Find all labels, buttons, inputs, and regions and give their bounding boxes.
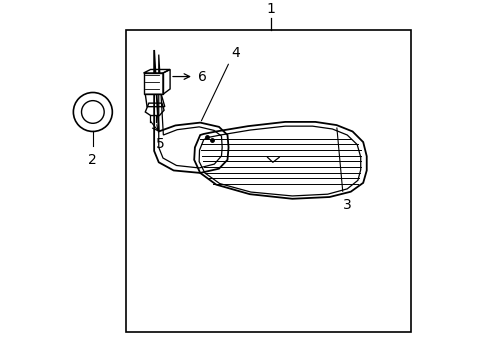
Text: 1: 1 bbox=[266, 2, 275, 16]
Text: 6: 6 bbox=[198, 69, 207, 84]
Text: 4: 4 bbox=[231, 46, 240, 59]
Bar bbox=[143, 73, 163, 94]
Text: 5: 5 bbox=[156, 138, 164, 152]
Text: 3: 3 bbox=[342, 198, 351, 212]
Bar bbox=[125, 31, 410, 332]
Text: 2: 2 bbox=[88, 153, 97, 167]
